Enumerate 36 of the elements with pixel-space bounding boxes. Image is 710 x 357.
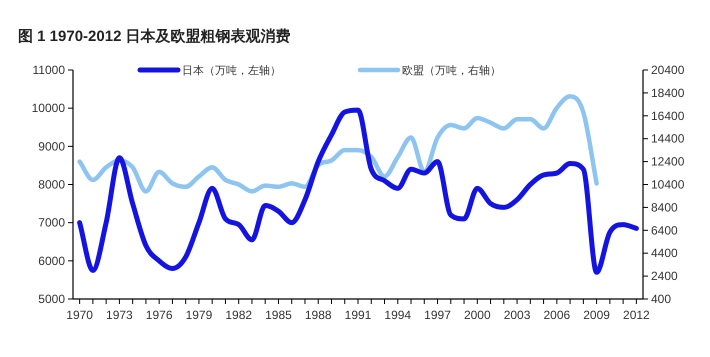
y-tick-label: 5000: [38, 292, 66, 306]
y2-tick-label: 8400: [651, 200, 678, 214]
x-tick-label: 1973: [106, 308, 134, 322]
legend-label: 日本（万吨，左轴）: [182, 64, 281, 77]
y-tick-label: 8000: [38, 178, 66, 192]
x-tick-label: 1970: [66, 308, 94, 322]
x-tick-label: 1979: [186, 308, 213, 322]
y2-tick-label: 12400: [651, 154, 685, 169]
y-tick-label: 6000: [38, 254, 66, 268]
x-tick-label: 1991: [344, 308, 372, 322]
x-tick-label: 2000: [464, 308, 491, 322]
x-tick-label: 1985: [265, 308, 292, 322]
legend-label: 欧盟（万吨，右轴）: [402, 64, 501, 77]
y2-tick-label: 16400: [651, 108, 685, 123]
y-tick-label: 9000: [38, 139, 66, 154]
y2-tick-label: 18400: [651, 86, 685, 100]
y-tick-label: 10000: [32, 101, 66, 116]
y2-tick-label: 400: [651, 292, 672, 306]
x-tick-label: 1988: [304, 308, 332, 322]
x-tick-label: 1976: [146, 308, 173, 322]
x-tick-label: 1997: [424, 308, 452, 322]
x-tick-label: 1982: [225, 308, 252, 322]
x-tick-label: 2006: [543, 308, 571, 322]
chart-title: 图 1 1970-2012 日本及欧盟粗钢表观消费: [18, 28, 291, 45]
y2-tick-label: 2400: [651, 269, 678, 284]
y2-tick-label: 10400: [651, 178, 685, 192]
x-tick-label: 2003: [504, 308, 531, 322]
y2-tick-label: 4400: [651, 246, 678, 260]
x-tick-label: 2012: [623, 308, 650, 322]
y-tick-label: 7000: [38, 216, 66, 230]
y2-tick-label: 6400: [651, 223, 678, 238]
x-tick-label: 2009: [583, 308, 610, 322]
y2-tick-label: 14400: [651, 132, 685, 146]
y-tick-label: 11000: [32, 63, 66, 77]
x-tick-label: 1994: [384, 308, 412, 322]
y2-tick-label: 20400: [651, 63, 685, 77]
